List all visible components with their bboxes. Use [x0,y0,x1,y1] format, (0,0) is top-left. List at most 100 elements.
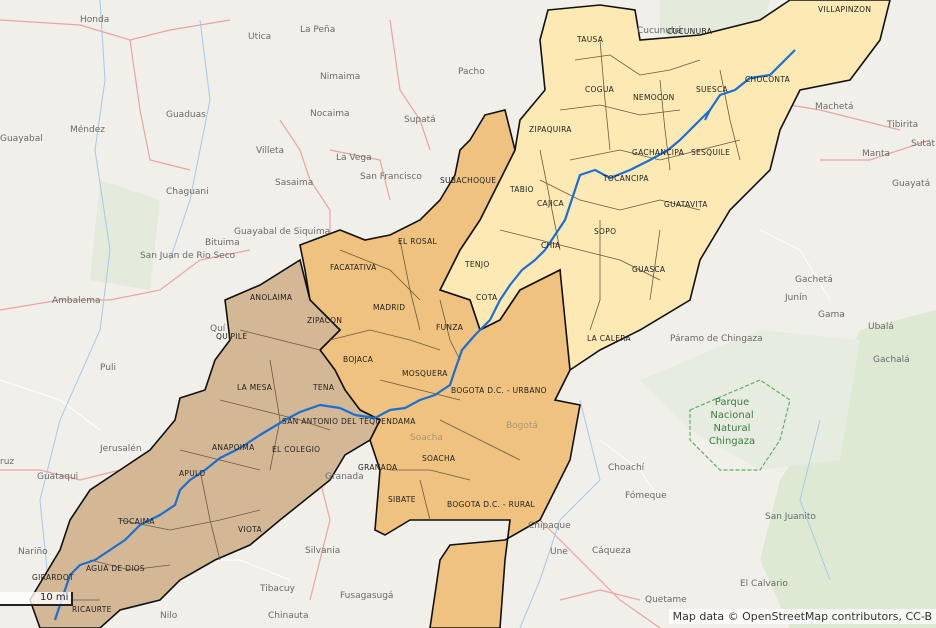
town-label: Jerusalén [99,443,142,454]
municipality-label[interactable]: TABIO [509,185,534,194]
town-label: Nilo [160,611,178,621]
municipality-label[interactable]: RICAURTE [72,605,112,614]
town-label: Junín [784,293,807,303]
municipality-label[interactable]: SUESCA [696,85,728,94]
park-label: Parque Nacional Natural Chingaza [709,397,755,447]
town-label: Villeta [256,146,284,156]
town-label: Une [550,547,568,557]
town-label: Tibacuy [259,584,296,594]
region-sabana-occidente[interactable] [299,109,581,628]
town-label: Ambalema [52,296,100,306]
town-label: Quetame [645,595,687,605]
municipality-label[interactable]: EL COLEGIO [272,445,320,454]
municipality-label[interactable]: CUCUNUBA [667,27,713,36]
municipality-label[interactable]: GIRARDOT [32,573,74,582]
municipality-label[interactable]: LA CALERA [587,334,631,343]
town-label: Chaguani [166,187,209,197]
town-label: Sasaima [275,178,313,188]
municipality-label[interactable]: GRANADA [358,463,398,472]
town-label: Quí [210,324,226,334]
town-label: Bogotá [506,421,538,431]
town-label: Cáqueza [592,546,631,556]
background-rivers [39,0,831,628]
svg-text:Chingaza: Chingaza [709,436,755,447]
municipality-label[interactable]: MADRID [373,303,405,312]
town-label: Guayatá [892,179,930,189]
town-label: San Juan de Rio Seco [140,251,236,261]
municipality-label[interactable]: ZIPAQUIRA [529,125,572,134]
municipality-label[interactable]: MOSQUERA [402,369,448,378]
municipality-labels: TAUSA CUCUNUBA VILLAPINZON CHOCONTA COGU… [32,5,871,614]
municipality-label[interactable]: FACATATIVA [330,263,377,272]
town-label: Manta [862,149,890,159]
svg-text:Natural: Natural [714,423,751,434]
municipality-label[interactable]: BOGOTA D.C. - RURAL [447,500,536,509]
municipality-label[interactable]: AGUA DE DIOS [86,564,145,573]
town-label: Bituima [205,238,240,248]
town-label: Puli [100,363,116,373]
municipality-label[interactable]: TAUSA [576,35,604,44]
municipality-label[interactable]: ZIPACON [307,316,342,325]
municipality-label[interactable]: BOGOTA D.C. - URBANO [451,386,547,395]
municipality-label[interactable]: APULO [179,469,205,478]
municipality-label[interactable]: SOPO [594,227,616,236]
municipality-label[interactable]: COTA [476,293,498,302]
municipality-label[interactable]: TOCAIMA [117,517,155,526]
municipality-label[interactable]: CHOCONTA [745,75,791,84]
town-label: ruz [0,457,14,467]
town-label: Méndez [70,124,105,135]
municipality-label[interactable]: NEMOCON [633,93,675,102]
municipality-label[interactable]: CAJICA [537,199,565,208]
svg-text:Nacional: Nacional [710,410,753,421]
town-label: Supatá [404,115,436,125]
river-tributary [704,109,711,121]
municipality-label[interactable]: VIOTA [238,525,262,534]
municipality-label[interactable]: EL ROSAL [398,237,438,246]
river-bogota [53,54,791,621]
municipality-label[interactable]: FUNZA [436,323,464,332]
town-label: Cucunubá [637,26,682,36]
town-label: Choachí [608,463,645,473]
municipality-label[interactable]: LA MESA [237,383,273,392]
town-label: La Peña [300,25,335,35]
town-label: Utica [248,32,271,42]
town-label: Guayabal de Siquima [234,227,330,237]
forest-area [90,180,160,290]
municipality-label[interactable]: TOCANCIPA [602,174,649,183]
town-label: Fusagasugá [340,591,393,601]
municipality-label[interactable]: GUASCA [632,265,666,274]
municipality-label[interactable]: TENJO [464,260,490,269]
municipality-label[interactable]: BOJACA [343,355,374,364]
region-tequendama[interactable] [29,258,382,628]
municipality-label[interactable]: SAN ANTONIO DEL TEQUENDAMA [282,417,416,426]
forest-area [760,310,936,628]
town-label: El Calvario [740,579,788,589]
svg-text:Parque: Parque [715,397,749,408]
town-label: Chinauta [268,611,308,621]
municipality-label[interactable]: CHIA [541,241,561,250]
municipality-label[interactable]: ANOLAIMA [250,293,293,302]
municipality-label[interactable]: SUBACHOQUE [440,176,496,185]
municipality-label[interactable]: SIBATE [388,495,416,504]
town-label: Ubalá [868,322,894,332]
park-boundary [689,379,791,471]
municipality-label[interactable]: TENA [312,383,335,392]
municipality-label[interactable]: GACHANCIPA [632,148,685,157]
map-attribution[interactable]: Map data © OpenStreetMap contributors, C… [668,609,936,624]
town-label: Guataqui [37,472,78,482]
town-label: Soacha [410,433,443,443]
municipality-label[interactable]: SOACHA [422,454,456,463]
town-label: Guaduas [166,110,206,120]
municipality-label[interactable]: VILLAPINZON [818,5,871,14]
map-scale-bar: 10 mi [0,592,74,606]
municipality-label[interactable]: COGUA [585,85,615,94]
municipality-label[interactable]: ANAPOIMA [212,443,255,452]
town-label: San Juanito [765,512,816,522]
town-label: Gachetá [795,275,833,285]
municipality-label[interactable]: SESQUILE [691,148,730,157]
municipality-label[interactable]: QUIPILE [216,332,247,341]
municipality-label[interactable]: GUATAVITA [664,200,708,209]
town-label: Granada [325,472,364,482]
